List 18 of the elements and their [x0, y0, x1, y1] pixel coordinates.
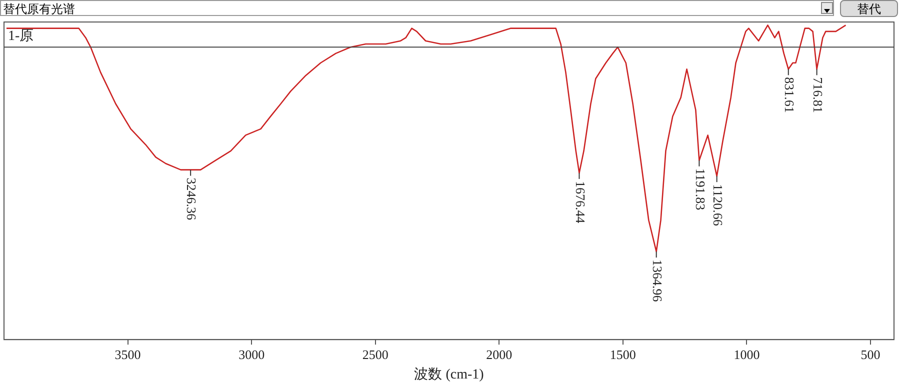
- x-tick-label: 3500: [114, 346, 141, 362]
- x-tick-label: 2000: [486, 346, 512, 362]
- x-axis-title: 波数 (cm-1): [414, 366, 484, 382]
- annotation: 1364.96: [650, 260, 665, 302]
- annotation: 1191.83: [692, 168, 708, 210]
- x-tick-label: 500: [860, 346, 880, 362]
- annotation: 3246.36: [184, 178, 200, 221]
- x-tick-label: 1500: [610, 346, 636, 362]
- button: 替代: [840, 0, 898, 17]
- annotation: 716.81: [810, 77, 826, 113]
- x-tick-label: 1000: [734, 346, 760, 362]
- ref-line-label: 1-原: [8, 28, 34, 44]
- x-tick-label: 3000: [238, 346, 265, 362]
- annotation: 1120.66: [710, 184, 726, 226]
- annotation: 831.61: [782, 77, 797, 113]
- annotation: 1676.44: [572, 180, 588, 224]
- x-tick-label: 2500: [362, 346, 388, 362]
- dropdown-field: 替代原有光谱: [0, 0, 834, 16]
